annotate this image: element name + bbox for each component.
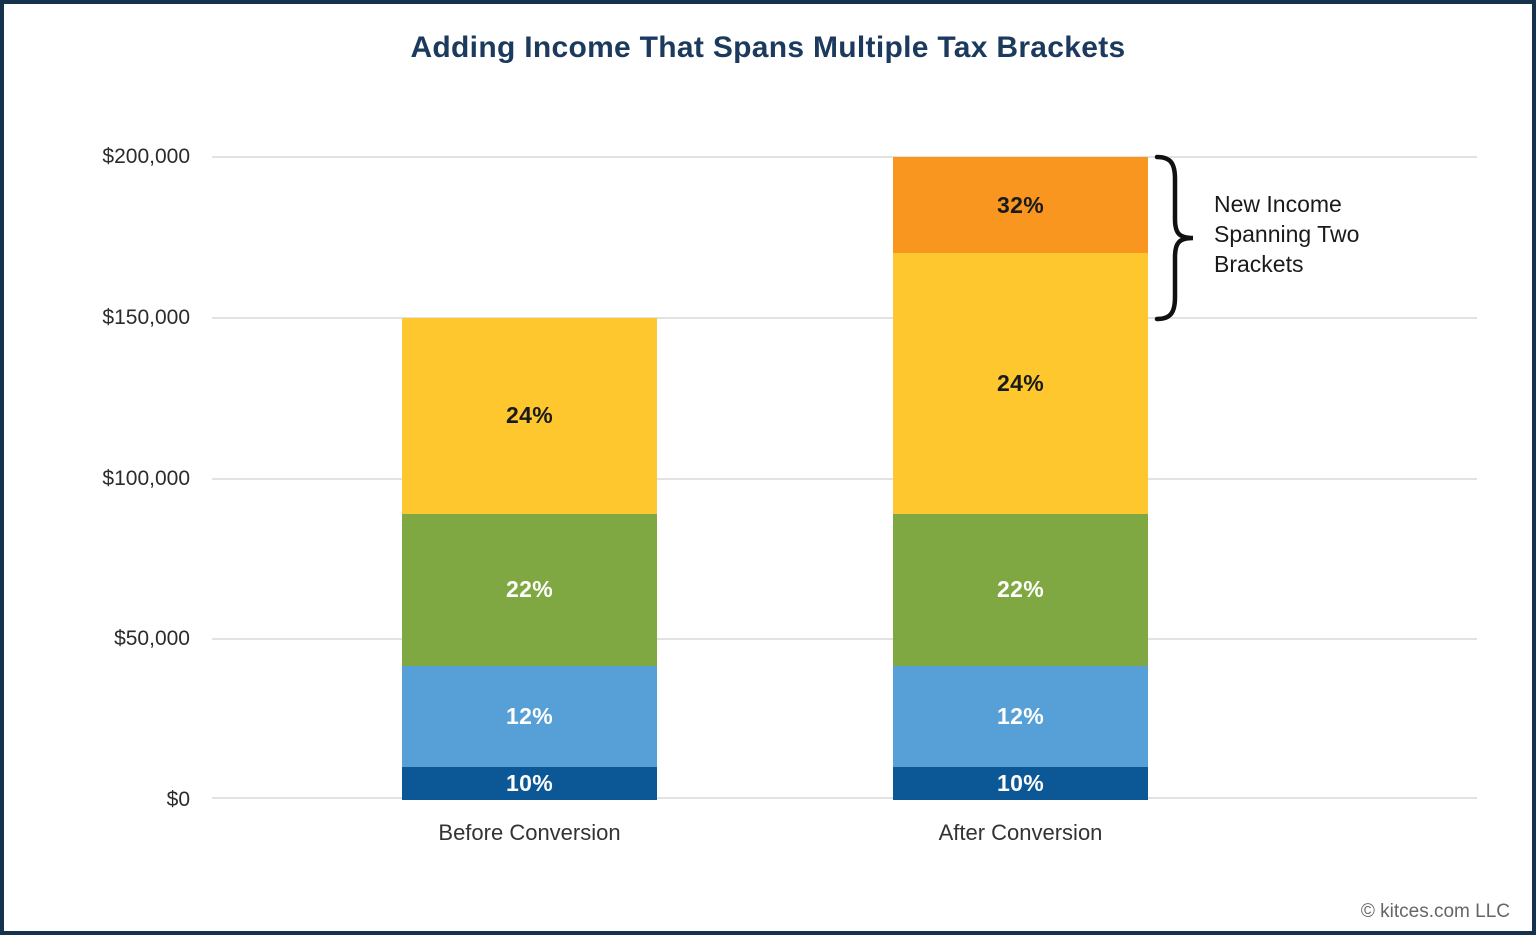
segment-label-12: 12%: [997, 702, 1044, 729]
chart-title: Adding Income That Spans Multiple Tax Br…: [410, 31, 1126, 64]
bar-segment-24-before-conversion: 24%: [402, 317, 657, 514]
bar-segment-12-before-conversion: 12%: [402, 665, 657, 767]
segment-label-24: 24%: [997, 369, 1044, 396]
segment-label-10: 10%: [997, 769, 1044, 796]
segment-label-24: 24%: [506, 402, 553, 429]
bar-segment-22-before-conversion: 22%: [402, 513, 657, 666]
segment-label-22: 22%: [506, 576, 553, 603]
annotation-line: New Income: [1214, 191, 1342, 217]
annotation-line: Brackets: [1214, 251, 1304, 277]
bar-segment-24-after-conversion: 24%: [893, 253, 1148, 514]
y-tick-label: $0: [166, 788, 190, 811]
segment-label-32: 32%: [997, 191, 1044, 218]
segment-label-12: 12%: [506, 702, 553, 729]
gridline: [212, 797, 1477, 799]
bar-segment-10-after-conversion: 10%: [893, 766, 1148, 800]
y-tick-label: $100,000: [102, 466, 190, 490]
gridline: [212, 638, 1477, 641]
bar-segment-10-before-conversion: 10%: [402, 766, 657, 800]
gridline: [212, 477, 1477, 480]
curly-brace-icon: [1154, 154, 1194, 322]
plot-area: $0 $50,000 $100,000 $150,000 $200,000 10% 12% 2…: [102, 145, 1477, 845]
footer-credit: © kitces.com LLC: [1360, 901, 1510, 922]
gridline: [212, 316, 1477, 319]
bar-segment-22-after-conversion: 22%: [893, 513, 1148, 666]
segment-label-10: 10%: [506, 769, 553, 796]
annotation-text: New Income Spanning Two Brackets: [1214, 189, 1359, 279]
y-tick-label: $200,000: [102, 145, 190, 168]
bar-before-conversion: 10% 12% 22% 24%: [402, 157, 657, 800]
y-tick-label: $50,000: [114, 627, 190, 651]
bar-segment-32-after-conversion: 32%: [893, 157, 1148, 254]
y-tick-label: $150,000: [102, 305, 190, 329]
bar-segment-12-after-conversion: 12%: [893, 665, 1148, 767]
bar-after-conversion: 10% 12% 22% 24% 32%: [893, 157, 1148, 800]
x-axis-label-after-conversion: After Conversion: [938, 820, 1103, 845]
x-axis-label-before-conversion: Before Conversion: [438, 820, 621, 845]
gridline: [212, 156, 1477, 158]
annotation-line: Spanning Two: [1214, 221, 1360, 247]
segment-label-22: 22%: [997, 576, 1044, 603]
